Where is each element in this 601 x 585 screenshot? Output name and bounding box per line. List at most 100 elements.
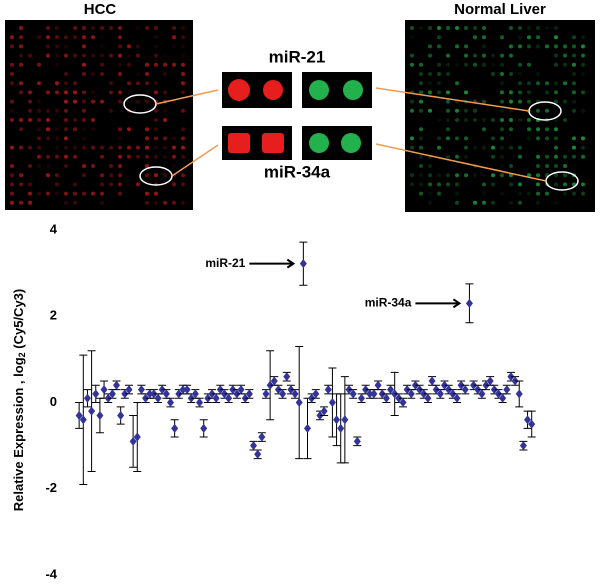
data-point (233, 389, 241, 399)
array-spots (10, 26, 585, 205)
data-point (353, 436, 361, 446)
annotation: miR-34a (365, 295, 412, 309)
data-point (499, 393, 507, 403)
data-point (225, 393, 233, 403)
data-point (299, 259, 307, 269)
data-point (449, 389, 457, 399)
data-point (208, 389, 216, 399)
data-point (83, 393, 91, 403)
data-point (241, 393, 249, 403)
data-point (357, 393, 365, 403)
data-point (428, 376, 436, 386)
annotation-arrow (415, 298, 462, 309)
data-point (283, 372, 291, 382)
data-point (341, 415, 349, 425)
data-point (333, 415, 341, 425)
data-point (457, 380, 465, 390)
zoom-images (222, 72, 372, 160)
data-point (312, 389, 320, 399)
data-point (171, 423, 179, 433)
data-point (250, 441, 258, 451)
data-point (216, 385, 224, 395)
data-point (137, 385, 145, 395)
data-point (270, 376, 278, 386)
data-point (320, 406, 328, 416)
data-point (366, 389, 374, 399)
y-tick-label: -2 (45, 480, 57, 495)
data-point (162, 389, 170, 399)
data-point (113, 380, 121, 390)
data-point (279, 389, 287, 399)
data-point (503, 385, 511, 395)
data-point (79, 415, 87, 425)
data-point (254, 449, 262, 459)
data-point (245, 389, 253, 399)
y-axis-label: Relative Expression , log2 (Cy5/Cy3) (11, 289, 27, 511)
data-point (349, 389, 357, 399)
data-point (125, 385, 133, 395)
data-point (370, 389, 378, 399)
data-point (308, 393, 316, 403)
data-point (486, 376, 494, 386)
data-point (75, 410, 83, 420)
data-point (382, 393, 390, 403)
data-point (424, 393, 432, 403)
data-point (204, 393, 212, 403)
callouts (123, 87, 579, 191)
probe-label: miR-21 (269, 47, 326, 66)
data-point (337, 423, 345, 433)
data-point (92, 389, 100, 399)
data-point (391, 389, 399, 399)
data-point (108, 389, 116, 399)
data-point (295, 398, 303, 407)
data-point (378, 389, 386, 399)
normal-array (405, 20, 595, 212)
data-point (515, 389, 523, 399)
panel-title: Normal Liver (454, 1, 546, 18)
probe-label: miR-34a (264, 162, 331, 181)
data-point (196, 398, 204, 407)
data-point (395, 393, 403, 403)
data-point (133, 432, 141, 442)
data-point (507, 372, 515, 382)
data-point (150, 389, 158, 399)
data-point (146, 389, 154, 399)
annotation: miR-21 (205, 256, 245, 270)
data-point (461, 385, 469, 395)
y-tick-label: 4 (50, 221, 58, 236)
data-point (441, 380, 449, 390)
y-tick-label: 0 (50, 394, 57, 409)
data-point (88, 406, 96, 416)
data-point (191, 389, 199, 399)
data-point (183, 385, 191, 395)
data-point (328, 398, 336, 407)
data-point (237, 385, 245, 395)
data-point (200, 423, 208, 433)
data-point (445, 385, 453, 395)
data-point (453, 393, 461, 403)
data-point (154, 393, 162, 403)
data-point (345, 385, 353, 395)
data-point (470, 380, 478, 390)
data-point (524, 415, 532, 425)
data-point (490, 385, 498, 395)
data-point (420, 389, 428, 399)
data-point (96, 410, 104, 420)
data-point (142, 393, 150, 403)
data-point (324, 385, 332, 395)
data-point (474, 385, 482, 395)
data-point (121, 389, 129, 399)
data-point (403, 385, 411, 395)
data-point (158, 385, 166, 395)
data-point (274, 385, 282, 395)
y-tick-label: -4 (45, 566, 57, 580)
data-point (436, 389, 444, 399)
data-point (229, 385, 237, 395)
panel-title: HCC (84, 1, 117, 18)
hcc-array (5, 20, 193, 210)
data-point (411, 380, 419, 390)
data-point (104, 393, 112, 403)
data-point (117, 410, 125, 420)
data-point (166, 398, 174, 407)
data-point (478, 389, 486, 399)
